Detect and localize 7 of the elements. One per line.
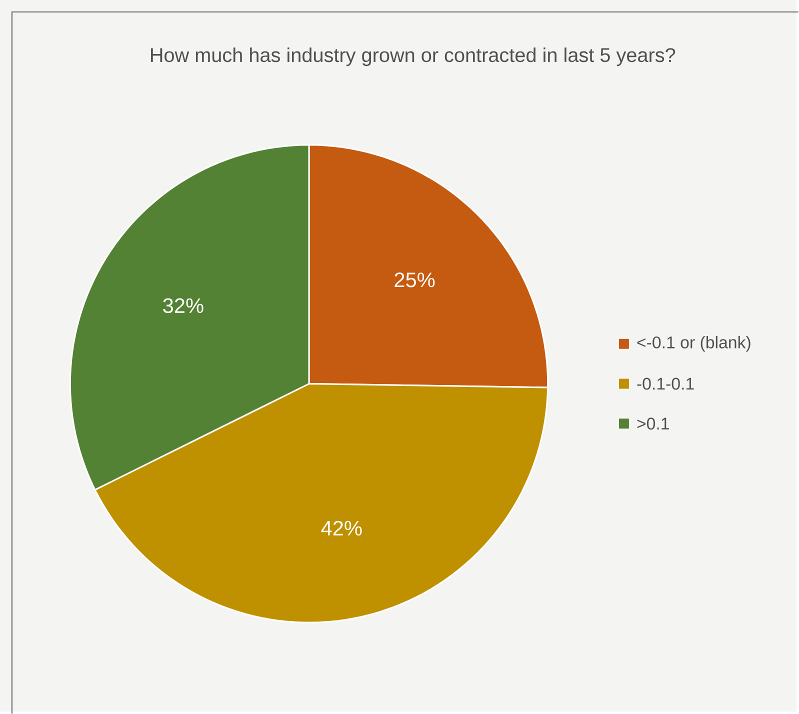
- data-label: 25%: [394, 272, 435, 288]
- legend-label: -0.1-0.1: [637, 378, 694, 390]
- legend-label: >0.1: [637, 418, 669, 430]
- data-label: 32%: [163, 298, 204, 313]
- legend-label: <-0.1 or (blank): [637, 336, 750, 352]
- data-label: 42%: [321, 520, 362, 536]
- chart-title: How much has industry grown or contracted in last 5 years?: [151, 47, 676, 66]
